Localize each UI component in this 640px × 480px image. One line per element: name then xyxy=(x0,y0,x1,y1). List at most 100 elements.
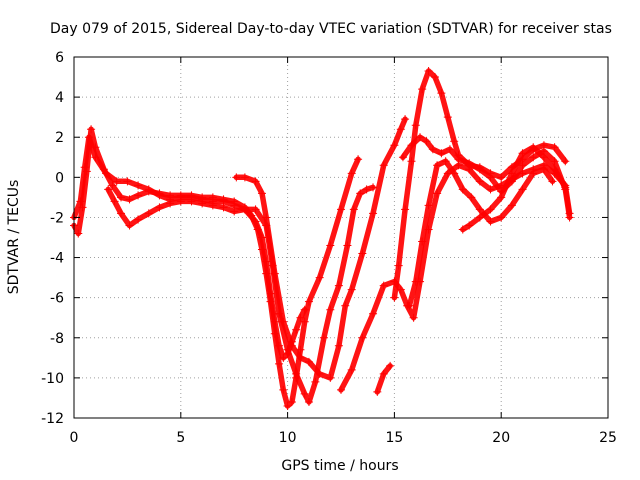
data-point xyxy=(337,205,345,214)
data-point xyxy=(219,203,228,212)
y-tick-label: -10 xyxy=(41,371,64,387)
data-point xyxy=(486,217,495,226)
data-point xyxy=(251,177,260,186)
data-point xyxy=(80,163,89,172)
data-point xyxy=(275,341,284,350)
data-point xyxy=(411,121,420,130)
data-point xyxy=(497,213,506,222)
data-point xyxy=(373,387,382,396)
data-point xyxy=(390,293,399,302)
x-tick-label: 20 xyxy=(492,430,510,446)
data-point xyxy=(486,205,495,214)
data-point xyxy=(341,301,350,310)
data-point xyxy=(550,143,559,152)
data-point xyxy=(230,207,239,216)
data-point xyxy=(134,191,143,200)
data-point xyxy=(251,205,260,214)
data-point xyxy=(84,133,93,142)
data-point xyxy=(405,301,414,310)
series-band xyxy=(105,184,376,405)
data-point xyxy=(550,165,559,174)
series-track-9 xyxy=(405,157,557,310)
data-point xyxy=(358,333,367,342)
y-tick-label: 2 xyxy=(55,130,64,146)
data-point xyxy=(74,229,83,238)
data-point xyxy=(300,305,309,314)
data-point xyxy=(369,209,378,218)
data-point xyxy=(424,67,433,76)
data-point xyxy=(315,369,324,378)
data-point xyxy=(418,85,427,94)
data-point xyxy=(518,185,527,194)
data-point xyxy=(386,361,395,370)
data-point xyxy=(407,157,416,166)
data-point xyxy=(437,149,446,158)
y-tick-label: 0 xyxy=(55,170,64,186)
data-point xyxy=(450,169,459,178)
data-point xyxy=(110,197,119,206)
data-point xyxy=(369,183,378,192)
data-point xyxy=(300,317,309,326)
data-point xyxy=(475,177,484,186)
data-point xyxy=(443,113,452,122)
data-point xyxy=(283,345,292,354)
data-point xyxy=(428,145,437,154)
data-point xyxy=(518,161,527,170)
data-point xyxy=(326,241,335,250)
data-point xyxy=(529,153,538,162)
data-point xyxy=(467,193,476,202)
data-point xyxy=(529,143,538,152)
data-point xyxy=(379,161,388,170)
data-point xyxy=(497,193,506,202)
series-track-6 xyxy=(373,361,395,396)
data-point xyxy=(539,165,548,174)
data-point xyxy=(326,373,335,382)
data-point xyxy=(394,261,403,270)
series-band xyxy=(71,126,361,409)
data-point xyxy=(497,173,506,182)
series-track-4 xyxy=(232,115,410,382)
data-point xyxy=(430,73,439,82)
data-point xyxy=(507,169,516,178)
y-tick-label: -6 xyxy=(50,291,64,307)
data-point xyxy=(279,353,288,362)
data-point xyxy=(292,369,301,378)
y-tick-label: -4 xyxy=(50,251,64,267)
data-point xyxy=(257,233,266,242)
data-point xyxy=(390,141,399,150)
data-point xyxy=(358,249,367,258)
x-tick-label: 5 xyxy=(176,430,185,446)
data-point xyxy=(187,197,196,206)
data-point xyxy=(262,257,271,266)
chart-title: Day 079 of 2015, Sidereal Day-to-day VTE… xyxy=(50,21,612,37)
data-point xyxy=(304,397,313,406)
data-point xyxy=(287,397,296,406)
data-point xyxy=(411,277,420,286)
data-point xyxy=(166,199,175,208)
data-point xyxy=(104,185,113,194)
data-point xyxy=(362,185,371,194)
data-point xyxy=(441,157,450,166)
data-point xyxy=(240,173,249,182)
y-axis-label: SDTVAR / TECUs xyxy=(6,180,22,295)
data-point xyxy=(548,177,557,186)
data-point xyxy=(292,325,301,334)
data-point xyxy=(450,137,459,146)
data-point xyxy=(518,149,527,158)
data-point xyxy=(275,359,284,368)
data-point xyxy=(347,169,356,178)
data-point xyxy=(270,269,279,278)
data-point xyxy=(475,213,484,222)
data-point xyxy=(326,305,335,314)
data-point xyxy=(296,353,305,362)
data-point xyxy=(465,159,474,168)
data-point xyxy=(198,199,207,208)
series-track-10 xyxy=(458,143,570,234)
x-tick-label: 10 xyxy=(279,430,297,446)
data-point xyxy=(433,161,442,170)
data-point xyxy=(409,313,418,322)
data-point xyxy=(437,89,446,98)
data-point xyxy=(401,205,410,214)
data-point xyxy=(354,155,363,164)
